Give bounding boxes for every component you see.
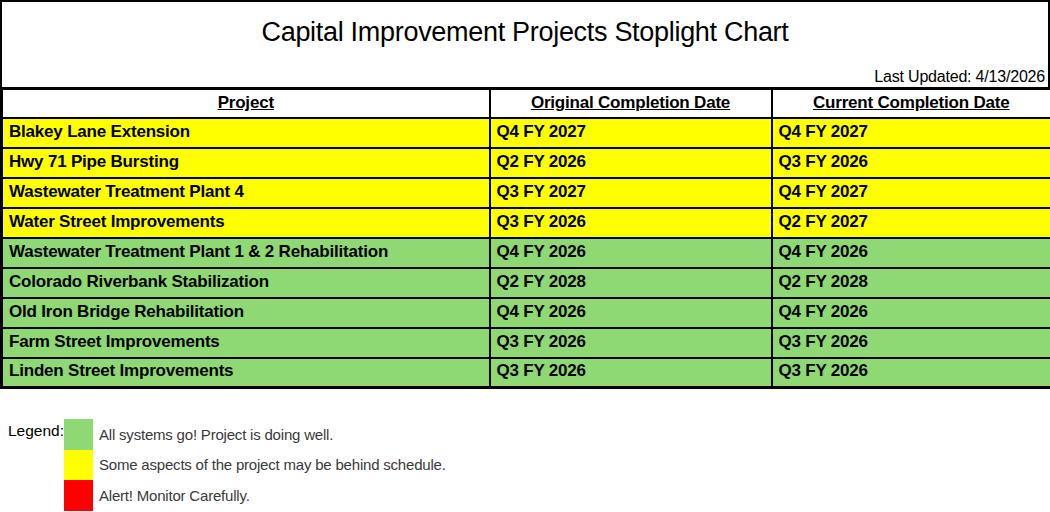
cell-current-completion-date: Q4 FY 2027: [772, 178, 1050, 208]
cell-project: Farm Street Improvements: [2, 328, 490, 358]
cell-current-completion-date: Q4 FY 2027: [772, 118, 1050, 148]
legend-item-red: Alert! Monitor Carefully.: [64, 480, 446, 511]
cell-project: Colorado Riverbank Stabilization: [2, 268, 490, 298]
table-row: Farm Street ImprovementsQ3 FY 2026Q3 FY …: [2, 328, 1050, 358]
cell-original-completion-date: Q4 FY 2026: [490, 298, 772, 328]
cell-current-completion-date: Q4 FY 2026: [772, 298, 1050, 328]
cell-current-completion-date: Q3 FY 2026: [772, 358, 1050, 388]
table-header-row: Project Original Completion Date Current…: [2, 89, 1050, 118]
cell-project: Old Iron Bridge Rehabilitation: [2, 298, 490, 328]
cell-original-completion-date: Q2 FY 2028: [490, 268, 772, 298]
legend-label: Legend:: [8, 419, 64, 440]
table-row: Wastewater Treatment Plant 1 & 2 Rehabil…: [2, 238, 1050, 268]
cell-original-completion-date: Q4 FY 2026: [490, 238, 772, 268]
legend-item-label: Some aspects of the project may be behin…: [99, 456, 446, 473]
page-title: Capital Improvement Projects Stoplight C…: [2, 2, 1048, 48]
table-row: Water Street ImprovementsQ3 FY 2026Q2 FY…: [2, 208, 1050, 238]
table-row: Hwy 71 Pipe BurstingQ2 FY 2026Q3 FY 2026: [2, 148, 1050, 178]
legend-rows: All systems go! Project is doing well. S…: [64, 419, 446, 511]
last-updated-text: Last Updated: 4/13/2026: [874, 68, 1045, 86]
cell-current-completion-date: Q3 FY 2026: [772, 328, 1050, 358]
cell-original-completion-date: Q3 FY 2027: [490, 178, 772, 208]
cell-current-completion-date: Q3 FY 2026: [772, 148, 1050, 178]
cell-project: Water Street Improvements: [2, 208, 490, 238]
table-row: Wastewater Treatment Plant 4Q3 FY 2027Q4…: [2, 178, 1050, 208]
legend-item-yellow: Some aspects of the project may be behin…: [64, 450, 446, 481]
cell-original-completion-date: Q4 FY 2027: [490, 118, 772, 148]
red-status-swatch: [64, 480, 93, 511]
cell-project: Wastewater Treatment Plant 1 & 2 Rehabil…: [2, 238, 490, 268]
legend-item-label: All systems go! Project is doing well.: [99, 426, 333, 443]
cell-project: Linden Street Improvements: [2, 358, 490, 388]
green-status-swatch: [64, 419, 93, 450]
column-header-current-completion-date: Current Completion Date: [772, 89, 1050, 118]
cell-original-completion-date: Q2 FY 2026: [490, 148, 772, 178]
cell-original-completion-date: Q3 FY 2026: [490, 328, 772, 358]
projects-table: Project Original Completion Date Current…: [0, 87, 1050, 389]
legend-item-green: All systems go! Project is doing well.: [64, 419, 446, 450]
table-body: Blakey Lane ExtensionQ4 FY 2027Q4 FY 202…: [2, 118, 1050, 388]
legend: Legend: All systems go! Project is doing…: [0, 419, 1050, 511]
title-block: Capital Improvement Projects Stoplight C…: [0, 0, 1050, 87]
cell-original-completion-date: Q3 FY 2026: [490, 208, 772, 238]
table-row: Blakey Lane ExtensionQ4 FY 2027Q4 FY 202…: [2, 118, 1050, 148]
cell-project: Hwy 71 Pipe Bursting: [2, 148, 490, 178]
column-header-original-completion-date: Original Completion Date: [490, 89, 772, 118]
table-row: Colorado Riverbank StabilizationQ2 FY 20…: [2, 268, 1050, 298]
cell-current-completion-date: Q2 FY 2027: [772, 208, 1050, 238]
legend-item-label: Alert! Monitor Carefully.: [99, 487, 250, 504]
yellow-status-swatch: [64, 450, 93, 481]
stoplight-chart-sheet: Capital Improvement Projects Stoplight C…: [0, 0, 1050, 512]
cell-current-completion-date: Q4 FY 2026: [772, 238, 1050, 268]
table-row: Old Iron Bridge RehabilitationQ4 FY 2026…: [2, 298, 1050, 328]
cell-original-completion-date: Q3 FY 2026: [490, 358, 772, 388]
cell-project: Blakey Lane Extension: [2, 118, 490, 148]
cell-current-completion-date: Q2 FY 2028: [772, 268, 1050, 298]
table-row: Linden Street ImprovementsQ3 FY 2026Q3 F…: [2, 358, 1050, 388]
column-header-project: Project: [2, 89, 490, 118]
cell-project: Wastewater Treatment Plant 4: [2, 178, 490, 208]
